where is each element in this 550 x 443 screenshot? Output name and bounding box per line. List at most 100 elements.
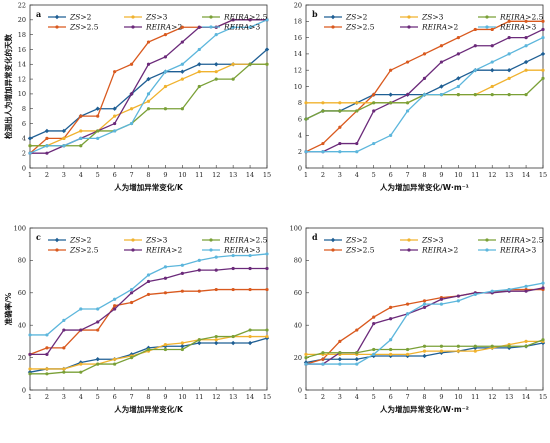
data-point — [113, 297, 117, 301]
data-point — [439, 44, 444, 48]
data-point — [163, 291, 168, 295]
data-point — [439, 93, 444, 97]
data-point — [456, 52, 460, 56]
x-tick-label: 8 — [146, 171, 150, 179]
x-tick-label: 8 — [146, 393, 150, 401]
data-point — [62, 346, 66, 350]
data-point — [389, 305, 393, 309]
x-tick-label: 8 — [422, 171, 426, 179]
series-reira-2 — [304, 27, 545, 154]
data-point — [372, 321, 376, 326]
data-point — [506, 68, 512, 73]
data-point — [507, 52, 511, 56]
y-tick-label: 20 — [18, 16, 26, 24]
data-point — [422, 76, 427, 80]
data-point — [355, 351, 359, 355]
data-point — [321, 109, 325, 113]
data-point — [405, 352, 410, 356]
panel-c: 1 2 3 4 5 6 7 8 9 10 11 12 13 14 15020406080100c人为增加异常… — [3, 224, 271, 414]
data-point — [372, 93, 376, 97]
data-point — [197, 62, 202, 67]
series-line — [29, 19, 267, 154]
data-point — [264, 47, 270, 52]
data-point — [439, 84, 444, 89]
data-point — [507, 19, 511, 23]
data-point — [163, 55, 168, 59]
data-point — [197, 340, 202, 346]
data-point — [439, 297, 444, 301]
legend-marker — [55, 25, 59, 29]
legend-marker — [485, 238, 489, 242]
data-point — [231, 25, 235, 29]
y-axis-label: 检测出人为增加异常变化的天数 — [3, 34, 13, 139]
legend-label: ZS>2.5 — [345, 246, 375, 255]
data-point — [337, 357, 343, 362]
data-point — [197, 289, 201, 293]
y-tick-label: 0 — [22, 164, 26, 172]
data-point — [473, 93, 477, 97]
x-tick-label: 3 — [338, 171, 342, 179]
x-tick-label: 13 — [505, 393, 513, 401]
data-point — [45, 144, 49, 148]
legend-marker — [131, 248, 135, 252]
data-point — [338, 362, 342, 366]
data-point — [214, 268, 218, 272]
data-point — [490, 84, 494, 89]
data-point — [113, 362, 117, 366]
y-tick-label: 12 — [294, 67, 302, 75]
data-point — [214, 338, 218, 342]
data-point — [129, 62, 134, 66]
data-point — [473, 292, 477, 297]
data-point — [265, 334, 269, 339]
legend-marker — [131, 15, 135, 19]
data-point — [507, 76, 511, 80]
data-point — [389, 68, 393, 72]
data-point — [473, 68, 477, 72]
data-point — [422, 305, 427, 309]
x-tick-label: 5 — [372, 393, 376, 401]
series-zs-2.5 — [28, 18, 269, 155]
data-point — [439, 60, 444, 64]
x-tick-label: 14 — [522, 171, 530, 179]
x-axis-label: 人为增加异常变化/W·m⁻² — [380, 404, 469, 414]
data-point — [304, 356, 308, 360]
data-point — [214, 70, 218, 74]
data-point — [456, 93, 460, 97]
y-tick-label: 18 — [294, 18, 302, 26]
y-tick-label: 100 — [14, 224, 26, 232]
data-point — [129, 356, 134, 360]
y-tick-label: 16 — [18, 46, 26, 54]
y-tick-label: 2 — [298, 148, 302, 156]
x-tick-label: 11 — [195, 393, 203, 401]
y-tick-label: 0 — [22, 386, 26, 394]
x-tick-label: 5 — [96, 171, 100, 179]
data-point — [490, 60, 494, 64]
data-point — [248, 25, 252, 29]
data-point — [180, 77, 184, 81]
x-tick-label: 3 — [338, 393, 342, 401]
x-tick-label: 8 — [422, 393, 426, 401]
data-point — [405, 109, 410, 113]
data-point — [355, 362, 359, 366]
data-point — [524, 289, 528, 293]
legend-marker — [209, 25, 213, 29]
y-tick-label: 14 — [294, 50, 302, 58]
data-point — [321, 150, 325, 154]
x-tick-label: 1 — [304, 171, 308, 179]
data-point — [490, 27, 494, 32]
data-point — [28, 144, 32, 148]
data-point — [96, 307, 100, 311]
panel-a: 1 2 3 4 5 6 7 8 9 10 11 12 13 14 150246810121416182022… — [3, 1, 271, 192]
data-point — [405, 60, 410, 64]
data-point — [439, 349, 444, 353]
data-point — [338, 101, 342, 105]
data-point — [524, 93, 528, 97]
data-point — [231, 287, 235, 292]
series-line — [305, 53, 544, 120]
data-point — [180, 62, 184, 66]
data-point — [96, 362, 100, 366]
data-point — [422, 353, 427, 359]
data-point — [163, 343, 168, 347]
x-tick-label: 15 — [539, 171, 547, 179]
data-point — [214, 62, 219, 67]
